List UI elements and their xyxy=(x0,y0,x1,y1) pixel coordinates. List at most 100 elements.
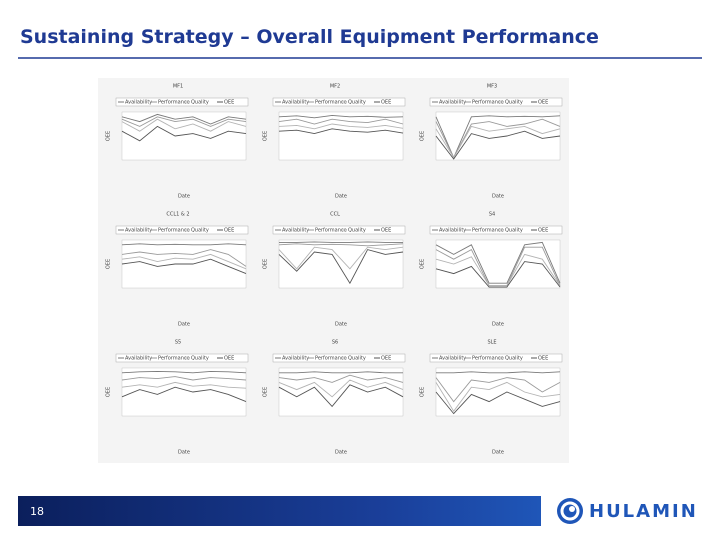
legend-label: Quality xyxy=(348,356,366,362)
legend-label: Availability xyxy=(125,356,152,362)
legend-label: Quality xyxy=(505,100,523,106)
legend-label: Performance xyxy=(158,356,190,362)
legend-box xyxy=(272,97,406,107)
series-line xyxy=(278,118,404,125)
plot-area xyxy=(278,239,404,289)
series-line xyxy=(121,381,247,389)
legend-label: Availability xyxy=(125,228,152,234)
x-axis-label: Date xyxy=(492,450,504,456)
series-line xyxy=(278,246,404,270)
legend-label: OEE xyxy=(538,228,548,234)
legend-label: OEE xyxy=(381,356,391,362)
y-axis-label: OEE xyxy=(263,131,269,141)
series-line xyxy=(279,241,403,243)
series-line xyxy=(121,125,247,142)
x-axis-label: Date xyxy=(178,194,190,200)
legend-box xyxy=(115,97,249,107)
series-line xyxy=(121,243,247,246)
legend-label: Performance xyxy=(158,228,190,234)
panel-title: S4 xyxy=(489,212,495,218)
series-line xyxy=(435,391,561,415)
panel-title: MF3 xyxy=(487,84,497,90)
slide-title: Sustaining Strategy – Overall Equipment … xyxy=(20,26,599,48)
x-axis-label: Date xyxy=(492,194,504,200)
series-line xyxy=(121,370,247,374)
legend-label: Performance xyxy=(472,100,504,106)
panel-title: CCL1 & 2 xyxy=(166,212,189,218)
series-line xyxy=(435,241,561,284)
series-line xyxy=(435,261,561,288)
legend-label: Performance xyxy=(158,100,190,106)
y-axis-label: OEE xyxy=(420,131,426,141)
series-line xyxy=(121,113,247,125)
legend-label: Availability xyxy=(439,228,466,234)
series-line xyxy=(279,371,403,374)
legend-label: OEE xyxy=(224,228,234,234)
legend-label: Performance xyxy=(315,228,347,234)
legend-label: Availability xyxy=(282,228,309,234)
legend-label: Quality xyxy=(348,228,366,234)
series-line xyxy=(121,258,247,275)
legend-label: OEE xyxy=(538,356,548,362)
series-line xyxy=(121,386,247,403)
x-axis-label: Date xyxy=(492,322,504,328)
legend-box xyxy=(429,353,563,363)
series-line xyxy=(436,371,561,374)
y-axis-label: OEE xyxy=(263,259,269,269)
plot-area xyxy=(435,367,561,417)
x-axis-label: Date xyxy=(335,450,347,456)
x-axis-label: Date xyxy=(335,322,347,328)
legend-label: Quality xyxy=(505,228,523,234)
legend-label: Availability xyxy=(282,356,309,362)
legend-label: Availability xyxy=(125,100,152,106)
series-line xyxy=(121,118,247,132)
legend-box xyxy=(272,353,406,363)
series-line xyxy=(278,249,404,285)
series-line xyxy=(278,384,404,408)
series-line xyxy=(435,381,561,413)
series-line xyxy=(278,374,404,383)
panel-title: MF1 xyxy=(173,84,183,90)
panel-title: MF2 xyxy=(330,84,340,90)
series-line xyxy=(435,253,561,287)
legend-label: Performance xyxy=(315,356,347,362)
legend-box xyxy=(115,225,249,235)
y-axis-label: OEE xyxy=(106,387,112,397)
series-line xyxy=(435,115,561,159)
legend-label: OEE xyxy=(381,228,391,234)
legend-label: OEE xyxy=(224,356,234,362)
series-line xyxy=(121,249,247,267)
legend-label: Availability xyxy=(282,100,309,106)
legend-box xyxy=(429,225,563,235)
y-axis-label: OEE xyxy=(420,259,426,269)
series-line xyxy=(435,125,561,159)
legend-label: Quality xyxy=(505,356,523,362)
legend-label: OEE xyxy=(381,100,391,106)
legend-label: Availability xyxy=(439,100,466,106)
series-line xyxy=(435,130,561,160)
series-line xyxy=(278,128,404,135)
legend-label: Availability xyxy=(439,356,466,362)
legend-label: Performance xyxy=(315,100,347,106)
legend-label: Quality xyxy=(191,356,209,362)
plot-area xyxy=(121,367,247,417)
footer-bar xyxy=(18,496,541,526)
series-line xyxy=(121,253,247,270)
series-line xyxy=(121,116,247,127)
y-axis-label: OEE xyxy=(263,387,269,397)
panel-title: S6 xyxy=(332,340,338,346)
logo-icon xyxy=(557,498,583,524)
legend-label: Performance xyxy=(472,356,504,362)
series-line xyxy=(278,243,404,247)
legend-label: OEE xyxy=(224,100,234,106)
legend-label: OEE xyxy=(538,100,548,106)
panel-title: S5 xyxy=(175,340,181,346)
series-line xyxy=(278,123,404,130)
legend-box xyxy=(115,353,249,363)
x-axis-label: Date xyxy=(335,194,347,200)
legend-box xyxy=(272,225,406,235)
legend-label: Quality xyxy=(348,100,366,106)
y-axis-label: OEE xyxy=(106,131,112,141)
series-line xyxy=(278,379,404,398)
brand: HULAMIN xyxy=(589,501,698,522)
